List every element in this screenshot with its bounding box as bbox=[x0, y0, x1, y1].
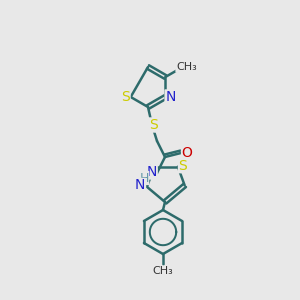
Text: N: N bbox=[147, 165, 157, 179]
Text: CH₃: CH₃ bbox=[176, 62, 197, 72]
Text: S: S bbox=[121, 90, 130, 104]
Text: N: N bbox=[165, 90, 175, 104]
Text: S: S bbox=[148, 118, 158, 132]
Text: S: S bbox=[178, 159, 187, 173]
Text: N: N bbox=[135, 178, 146, 193]
Text: CH₃: CH₃ bbox=[153, 266, 173, 276]
Text: O: O bbox=[182, 146, 192, 160]
Text: H: H bbox=[139, 172, 149, 184]
